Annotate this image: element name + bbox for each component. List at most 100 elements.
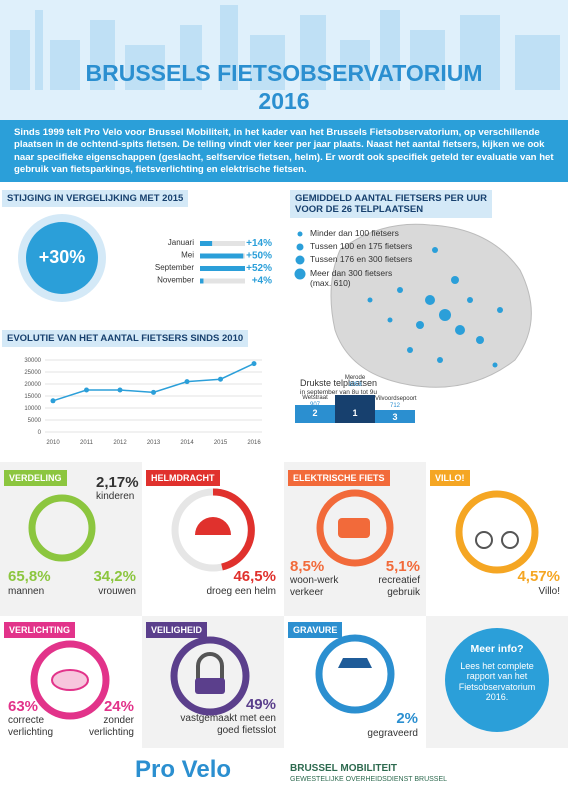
section-title: GEMIDDELD AANTAL FIETSERS PER UUR VOOR DE… bbox=[290, 190, 492, 218]
info-text[interactable]: Lees het complete rapport van het Fietso… bbox=[458, 661, 536, 703]
place: Vilvoordsepoort 712 bbox=[375, 396, 417, 410]
podium-3 bbox=[375, 410, 415, 423]
ring bbox=[170, 636, 250, 716]
card-bg bbox=[0, 462, 142, 616]
map-title: GEMIDDELD AANTAL FIETSERS PER UUR bbox=[295, 193, 487, 204]
stat-label: zonder verlichting bbox=[88, 715, 134, 738]
value-label: +52% bbox=[246, 263, 272, 274]
helmet-icon bbox=[195, 517, 231, 535]
place: Merode 1053 bbox=[335, 375, 375, 389]
podium-1 bbox=[335, 395, 375, 423]
info-title[interactable]: Meer info? bbox=[470, 643, 524, 655]
ring bbox=[28, 494, 96, 562]
card-title: VERDELING bbox=[4, 470, 67, 486]
stat-value: 5,1% bbox=[385, 558, 420, 575]
ring bbox=[315, 634, 395, 714]
cap-icon bbox=[338, 658, 372, 668]
title: BRUSSELS FIETSOBSERVATORIUM bbox=[85, 60, 483, 86]
brand: Pro Velo bbox=[135, 756, 232, 783]
legend-item: Minder dan 100 fietsers bbox=[310, 228, 399, 238]
lock-icon bbox=[195, 678, 225, 694]
bike-icon bbox=[475, 531, 493, 549]
ring bbox=[316, 489, 394, 567]
line bbox=[52, 362, 255, 402]
card-title: VILLO! bbox=[430, 470, 470, 486]
ring-arc bbox=[212, 488, 255, 571]
stat-value: 34,2% bbox=[93, 568, 136, 585]
stat-label: vastgemaakt met een goed fietsslot bbox=[180, 713, 276, 736]
place-count: 712 bbox=[389, 402, 400, 409]
x-tick-label: 2012 bbox=[113, 440, 127, 446]
place: Wetstraat 907 bbox=[295, 395, 335, 409]
place-name: Wetstraat bbox=[302, 395, 328, 401]
bike-icon bbox=[501, 531, 519, 549]
stat-label: mannen bbox=[8, 586, 45, 597]
stat-label: correcte verlichting bbox=[8, 715, 54, 738]
rank: 1 bbox=[352, 408, 358, 418]
bar bbox=[200, 266, 245, 271]
section-title: STIJGING IN VERGELIJKING MET 2015 bbox=[2, 190, 189, 207]
busiest-subtitle: in september van 8u tot 9u bbox=[300, 389, 377, 396]
value-label: +14% bbox=[246, 238, 272, 249]
partner-sub: GEWESTELIJKE OVERHEIDSDIENST BRUSSEL bbox=[290, 776, 448, 783]
point bbox=[251, 361, 257, 367]
y-tick-label: 10000 bbox=[24, 406, 41, 412]
stat-label: Villo! bbox=[538, 586, 561, 597]
y-tick-label: 0 bbox=[38, 430, 42, 436]
partner: BRUSSEL MOBILITEIT bbox=[290, 763, 398, 774]
stat-value: 2% bbox=[396, 710, 418, 727]
stat-value: 65,8% bbox=[8, 568, 51, 585]
info-circle[interactable] bbox=[445, 628, 549, 732]
ring bbox=[30, 640, 110, 720]
stat-value: 8,5% bbox=[290, 558, 325, 575]
battery-icon bbox=[338, 518, 370, 538]
value-label: +4% bbox=[252, 276, 272, 287]
bar bbox=[200, 253, 244, 259]
place-name: Vilvoordsepoort bbox=[375, 396, 417, 402]
bar bbox=[200, 241, 213, 246]
stat-value: 49% bbox=[245, 696, 276, 713]
stat-value: 24% bbox=[103, 698, 134, 715]
legend-item: Tussen 100 en 175 fietsers bbox=[310, 241, 413, 251]
card-bg bbox=[284, 462, 426, 616]
intro-band bbox=[0, 120, 568, 182]
legend-item: Tussen 176 en 300 fietsers bbox=[310, 254, 413, 264]
stat-value: 2,17% bbox=[96, 474, 139, 491]
y-tick-label: 25000 bbox=[24, 370, 41, 376]
bar-label: September bbox=[155, 263, 194, 272]
y-tick-label: 30000 bbox=[24, 358, 41, 364]
map-dots bbox=[367, 247, 503, 368]
stat-label: vrouwen bbox=[98, 586, 136, 597]
rank: 3 bbox=[392, 412, 398, 422]
lamp-icon bbox=[51, 669, 89, 691]
bar bbox=[200, 278, 204, 284]
section-title: EVOLUTIE VAN HET AANTAL FIETSERS SINDS 2… bbox=[2, 330, 249, 347]
bar-label: November bbox=[157, 276, 194, 285]
place-name: Merode bbox=[344, 375, 366, 381]
card-title: VEILIGHEID bbox=[146, 622, 208, 638]
x-tick-label: 2015 bbox=[214, 440, 228, 446]
map-title: VOOR DE 26 TELPLAATSEN bbox=[295, 204, 424, 215]
stat-label: woon-werk verkeer bbox=[290, 575, 339, 598]
busiest-title: Drukste telplaatsen bbox=[300, 378, 378, 388]
point bbox=[151, 389, 156, 395]
total-increase: +30% bbox=[38, 247, 86, 267]
stat-label: recreatief gebruik bbox=[378, 575, 420, 598]
stat-value: 63% bbox=[8, 698, 39, 715]
card-title: HELMDRACHT bbox=[146, 470, 220, 486]
ring bbox=[455, 490, 539, 574]
bar-label: Mei bbox=[181, 251, 194, 260]
rank: 2 bbox=[312, 408, 318, 418]
place-count: 907 bbox=[309, 401, 320, 408]
x-tick-label: 2010 bbox=[46, 440, 60, 446]
podium-2 bbox=[295, 405, 335, 423]
place-count: 1053 bbox=[348, 381, 362, 388]
stat-value: 46,5% bbox=[233, 568, 276, 585]
point bbox=[50, 398, 56, 404]
bar-track bbox=[200, 278, 245, 284]
card-title: VERLICHTING bbox=[4, 622, 76, 638]
y-tick-label: 15000 bbox=[24, 394, 41, 400]
x-tick-label: 2014 bbox=[180, 440, 194, 446]
